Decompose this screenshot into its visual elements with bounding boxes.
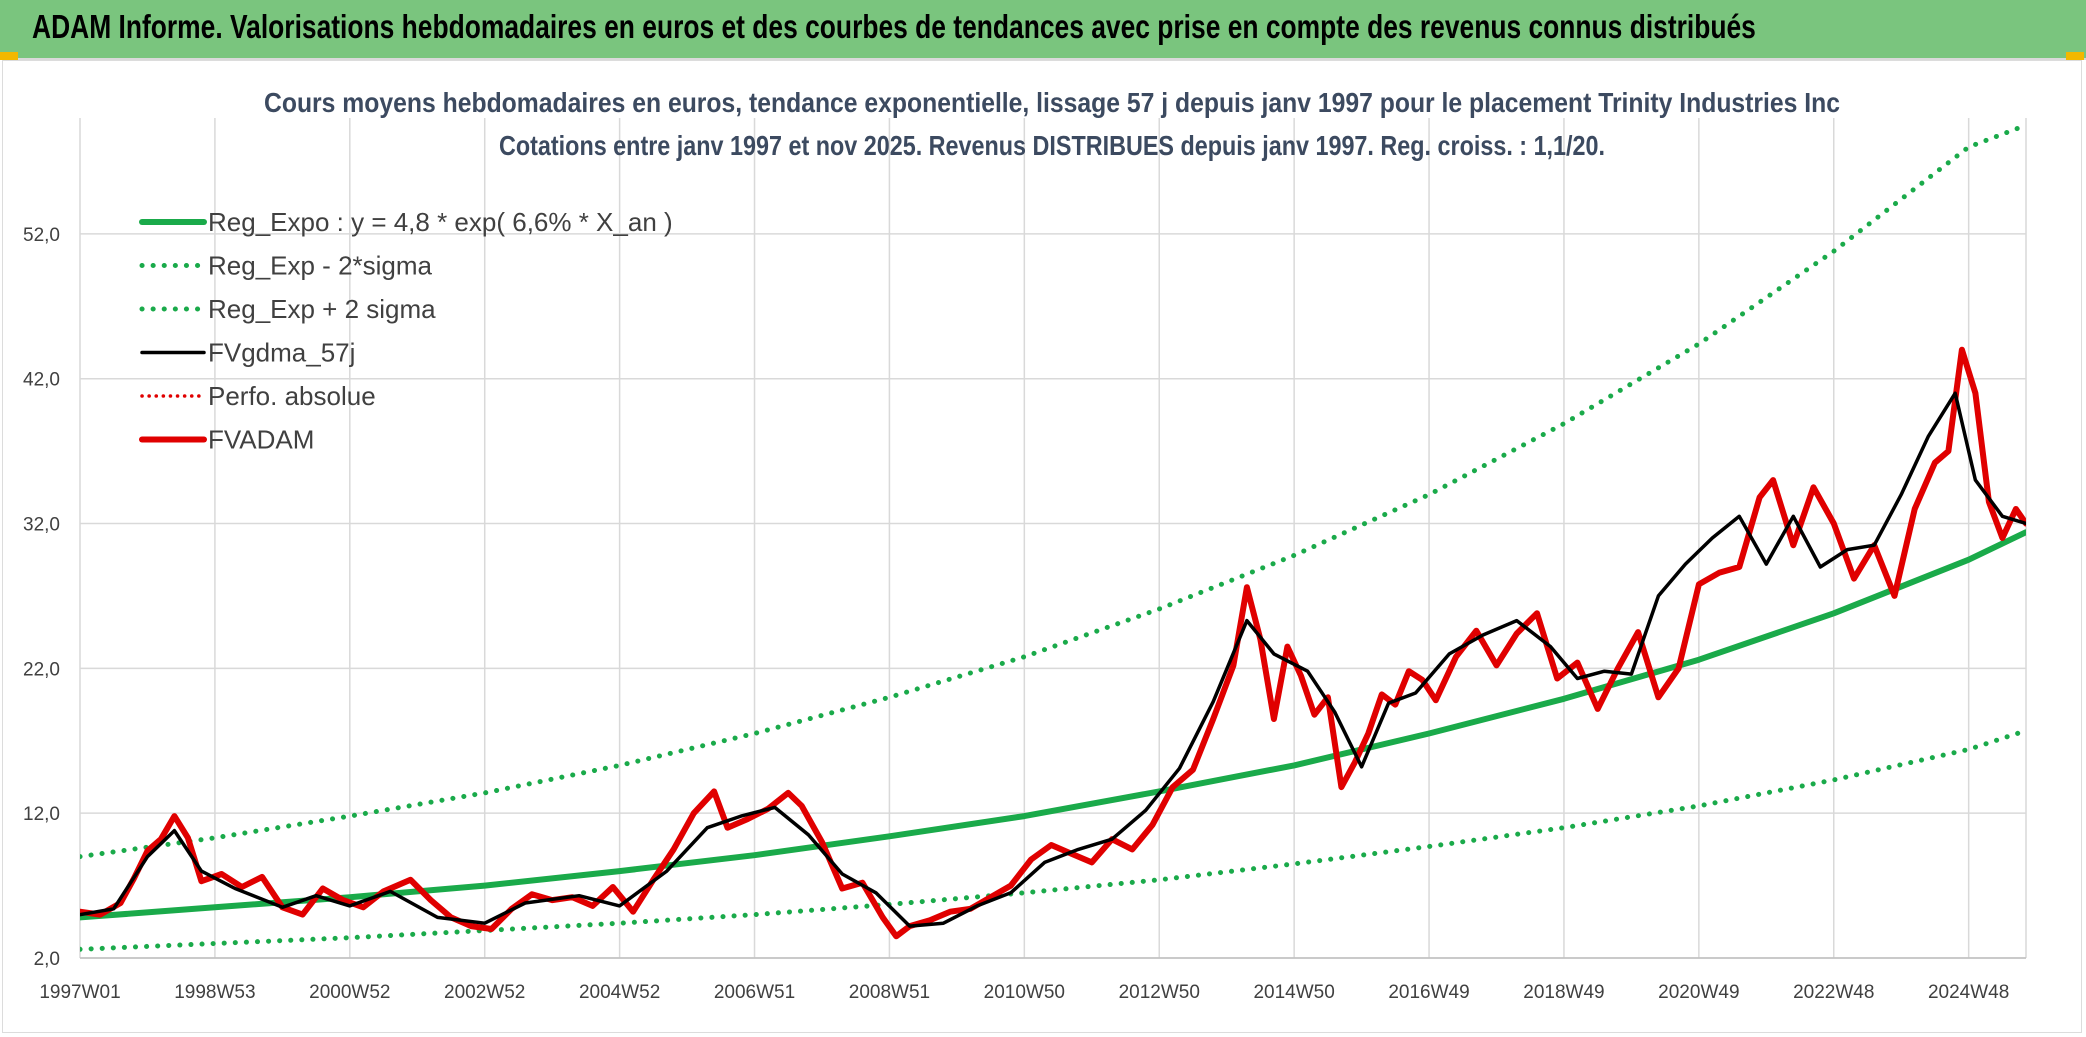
chart-frame bbox=[2, 60, 2082, 1033]
y-tick-label: 32,0 bbox=[23, 515, 60, 536]
legend-label-5: FVADAM bbox=[208, 425, 314, 455]
x-tick-label: 2000W52 bbox=[309, 982, 390, 1003]
legend-label-2: Reg_Exp + 2 sigma bbox=[208, 294, 436, 324]
grid-lines bbox=[79, 118, 2027, 959]
legend-label-4: Perfo. absolue bbox=[208, 381, 376, 411]
report-title: ADAM Informe. Valorisations hebdomadaire… bbox=[32, 8, 1756, 45]
legend: Reg_Expo : y = 4,8 * exp( 6,6% * X_an ) R… bbox=[139, 207, 673, 455]
x-tick-label: 1997W01 bbox=[39, 982, 120, 1003]
corner-marker-top-right bbox=[2066, 52, 2084, 60]
x-tick-label: 2002W52 bbox=[444, 982, 525, 1003]
series-line-0 bbox=[80, 529, 2026, 921]
report-header: ADAM Informe. Valorisations hebdomadaire… bbox=[0, 0, 2086, 60]
series-line-3 bbox=[80, 391, 2026, 928]
legend-label-1: Reg_Exp - 2*sigma bbox=[208, 251, 433, 281]
y-tick-label: 2,0 bbox=[34, 949, 60, 970]
series-layer bbox=[80, 122, 2026, 952]
x-tick-label: 1998W53 bbox=[174, 982, 255, 1003]
chart-subtitle: Cotations entre janv 1997 et nov 2025. R… bbox=[499, 130, 1605, 161]
y-tick-label: 52,0 bbox=[23, 225, 60, 246]
axis-ticks: 2,0 12,0 22,0 32,0 42,0 52,0 1997W01 1998W53 200… bbox=[23, 225, 2009, 1003]
y-tick-label: 22,0 bbox=[23, 659, 60, 680]
x-tick-label: 2018W49 bbox=[1523, 982, 1604, 1003]
legend-label-0: Reg_Expo : y = 4,8 * exp( 6,6% * X_an ) bbox=[208, 207, 673, 237]
x-tick-label: 2006W51 bbox=[714, 982, 795, 1003]
series-line-5 bbox=[80, 346, 2026, 940]
legend-label-3: FVgdma_57j bbox=[208, 338, 355, 368]
series-line-1 bbox=[80, 728, 2026, 952]
x-tick-label: 2012W50 bbox=[1119, 982, 1200, 1003]
x-tick-label: 2008W51 bbox=[849, 982, 930, 1003]
x-tick-label: 2010W50 bbox=[984, 982, 1065, 1003]
corner-marker-top-left bbox=[0, 52, 18, 60]
x-tick-label: 2004W52 bbox=[579, 982, 660, 1003]
x-tick-label: 2016W49 bbox=[1388, 982, 1469, 1003]
x-tick-label: 2014W50 bbox=[1253, 982, 1334, 1003]
x-tick-label: 2024W48 bbox=[1928, 982, 2009, 1003]
y-tick-label: 12,0 bbox=[23, 804, 60, 825]
x-tick-label: 2020W49 bbox=[1658, 982, 1739, 1003]
chart-title: Cours moyens hebdomadaires en euros, ten… bbox=[264, 87, 1840, 118]
y-tick-label: 42,0 bbox=[23, 370, 60, 391]
x-tick-label: 2022W48 bbox=[1793, 982, 1874, 1003]
